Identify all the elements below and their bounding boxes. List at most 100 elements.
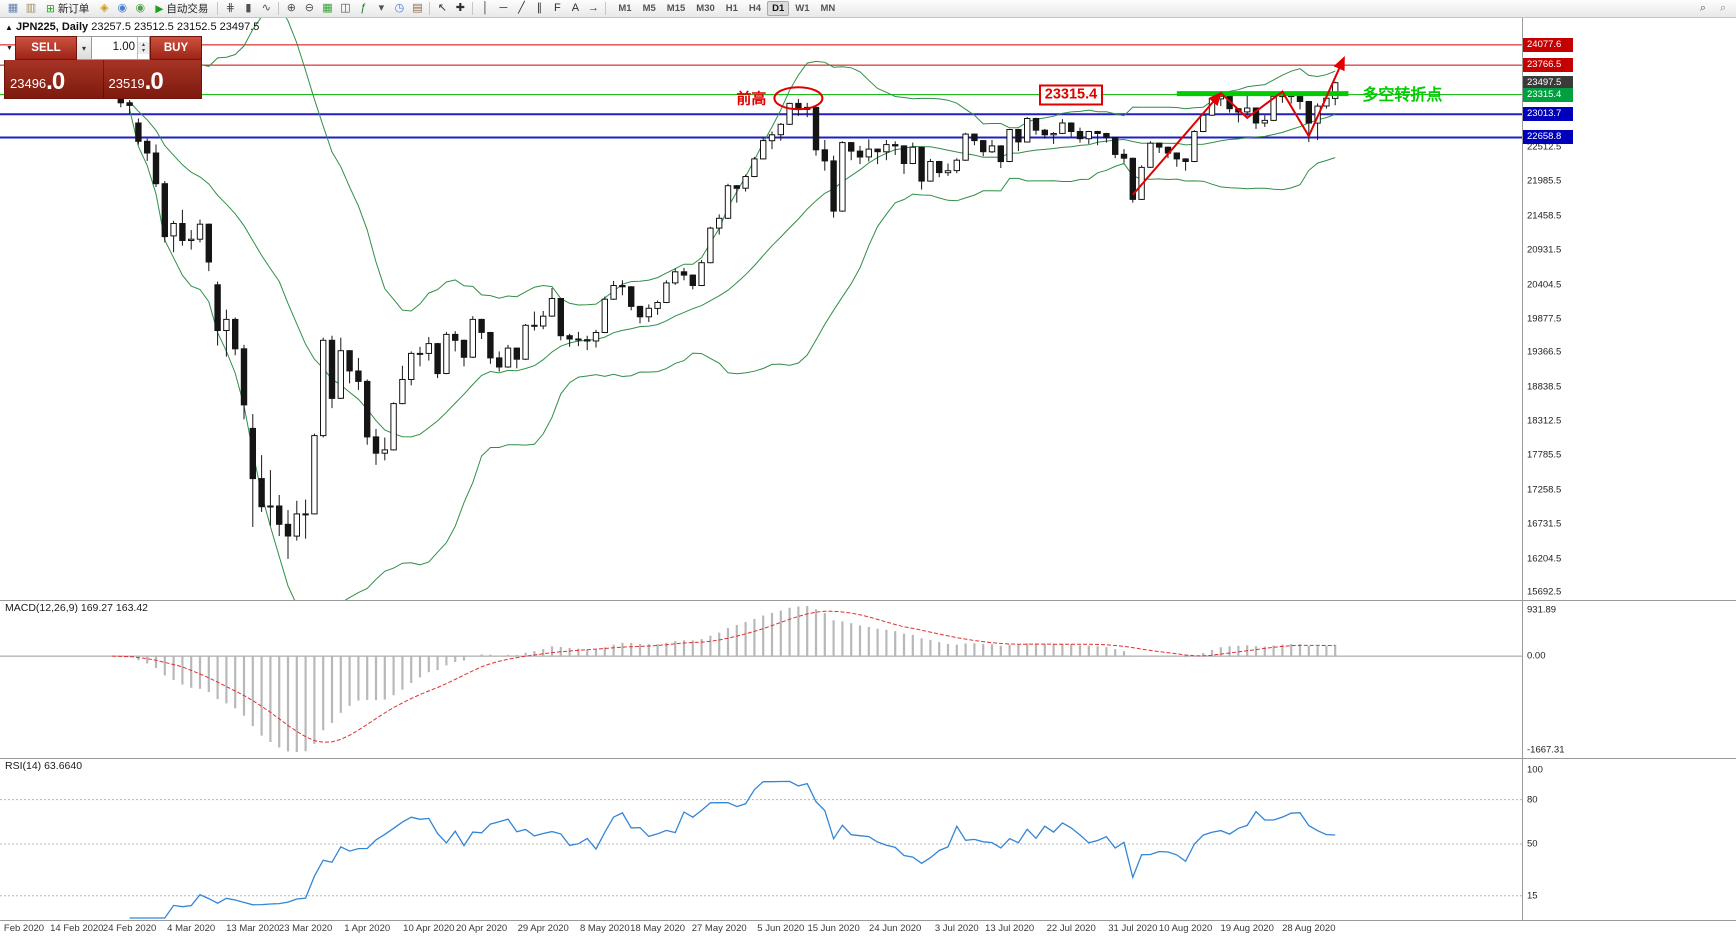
prev-high-label[interactable]: 前高	[736, 90, 767, 108]
chart-ohlc: 23257.5 23512.5 23152.5 23497.5	[91, 21, 260, 33]
channel-icon[interactable]: ∥	[530, 0, 548, 17]
search-icon-glyph: ⌕	[1699, 2, 1707, 14]
line-chart-icon[interactable]: ∿	[257, 0, 275, 17]
indicators-icon-glyph: ƒ	[360, 2, 367, 14]
timeframe-group: M1 M5 M15 M30 H1 H4 D1 W1 MN	[613, 1, 840, 16]
autotrading-button-label: 自动交易	[166, 3, 209, 15]
arrows-icon[interactable]: →	[584, 0, 602, 17]
cursor-icon[interactable]: ↖	[433, 0, 451, 17]
zoom-in-icon-glyph: ⊕	[286, 2, 296, 14]
fibonacci-icon-glyph: F	[554, 2, 561, 14]
one-click-menu-icon[interactable]: ▼	[6, 44, 13, 52]
order-type-dropdown-icon[interactable]: ▾	[77, 36, 92, 60]
autotrading-button[interactable]: ▶ 自动交易	[149, 0, 214, 17]
lot-size-input[interactable]: 1.00 ▴ ▾	[92, 36, 150, 60]
timeframe-m1[interactable]: M1	[618, 3, 632, 14]
grid-icon[interactable]: ▦	[318, 0, 336, 17]
lot-spinner: ▴ ▾	[137, 37, 149, 59]
horizontal-line-icon[interactable]: ─	[494, 0, 512, 17]
sell-price-main: 23496	[10, 76, 47, 91]
new-order-button[interactable]: ⊞ 新订单	[40, 0, 95, 17]
zoom-out-icon[interactable]: ⊖	[300, 0, 318, 17]
toolbar-separator	[217, 2, 219, 15]
sell-price[interactable]: 23496 .0	[5, 60, 103, 98]
fibonacci-icon[interactable]: F	[548, 0, 566, 17]
profiles-icon[interactable]: ▥	[22, 0, 40, 17]
navigator-icon[interactable]: ◉	[131, 0, 149, 17]
timeframe-m5[interactable]: M5	[642, 3, 656, 14]
vertical-line-icon-glyph: │	[481, 2, 489, 14]
timeframe-m30[interactable]: M30	[696, 3, 715, 14]
timeframe-mn[interactable]: MN	[820, 3, 836, 14]
periods-icon[interactable]: ◷	[390, 0, 408, 17]
line-chart-icon-glyph: ∿	[261, 2, 271, 14]
tile-windows-icon[interactable]: ◫	[336, 0, 354, 17]
quick-nav-icon-glyph: ⌕	[1719, 2, 1727, 14]
timeframe-h4[interactable]: H4	[748, 3, 762, 14]
indicators-dropdown-icon-glyph: ▾	[378, 2, 385, 14]
indicators-dropdown-icon[interactable]: ▾	[372, 0, 390, 17]
timeframe-m15[interactable]: M15	[666, 3, 686, 14]
horizontal-line-icon-glyph: ─	[499, 2, 508, 14]
lot-increase-icon[interactable]: ▴	[138, 42, 149, 48]
templates-icon-glyph: ▤	[412, 2, 423, 14]
timeframe-h1[interactable]: H1	[725, 3, 738, 14]
cursor-icon-glyph: ↖	[437, 2, 447, 14]
tile-windows-icon-glyph: ◫	[340, 2, 351, 14]
zoom-in-icon[interactable]: ⊕	[282, 0, 300, 17]
lot-decrease-icon[interactable]: ▾	[138, 48, 149, 54]
level-price-label[interactable]: 23315.4	[1038, 84, 1104, 106]
new-order-glyph: ⊞	[46, 2, 55, 15]
toolbar-separator	[472, 2, 474, 15]
profiles-icon-glyph: ▥	[25, 2, 37, 14]
buy-button[interactable]: BUY	[150, 36, 202, 60]
buy-price-main: 23519	[108, 76, 145, 91]
vertical-line-icon[interactable]: │	[476, 0, 494, 17]
new-chart-icon[interactable]: ▦	[4, 0, 22, 17]
quick-nav-icon[interactable]: ⌕	[1714, 0, 1732, 17]
periods-icon-glyph: ◷	[394, 2, 405, 14]
one-click-trading-panel: ▼ SELL ▾ 1.00 ▴ ▾ BUY 23496 .0 23519 .0	[4, 36, 202, 99]
templates-icon[interactable]: ▤	[408, 0, 426, 17]
zoom-out-icon-glyph: ⊖	[304, 2, 314, 14]
toolbar-separator	[429, 2, 431, 15]
timeframe-d1[interactable]: D1	[767, 1, 790, 16]
data-window-icon[interactable]: ◉	[113, 0, 131, 17]
grid-icon-glyph: ▦	[322, 2, 333, 14]
candles-chart-icon-glyph: ▮	[245, 2, 252, 14]
chart-collapse-icon[interactable]: ▲	[5, 23, 13, 32]
toolbar: ▦ ▥ ⊞ 新订单 ◈ ◉ ◉ ▶ 自动交易 ⋕ ▮ ∿ ⊕ ⊖ ▦ ◫ ƒ ▾ ◷ ▤ ↖ ✚ │ ─ ╱ ∥ F A → M1 M5 M1…	[0, 0, 1736, 18]
new-order-button-label: 新订单	[57, 3, 90, 15]
arrows-icon-glyph: →	[587, 2, 599, 14]
toolbar-separator	[605, 2, 607, 15]
lot-size-value[interactable]: 1.00	[112, 41, 135, 53]
crosshair-icon[interactable]: ✚	[451, 0, 469, 17]
market-watch-icon-glyph: ◈	[100, 2, 109, 14]
indicators-icon[interactable]: ƒ	[354, 0, 372, 17]
toolbar-right-group: ⌕ ⌕	[1694, 0, 1732, 17]
crosshair-icon-glyph: ✚	[455, 2, 465, 14]
autotrading-glyph: ▶	[155, 2, 164, 15]
sell-button[interactable]: SELL	[15, 36, 77, 60]
sell-price-pips: .0	[46, 68, 65, 95]
buy-price[interactable]: 23519 .0	[102, 60, 202, 98]
buy-price-pips: .0	[144, 68, 164, 95]
trendline-icon[interactable]: ╱	[512, 0, 530, 17]
chart-title: ▲ JPN225, Daily 23257.5 23512.5 23152.5 …	[5, 21, 259, 33]
market-watch-icon[interactable]: ◈	[95, 0, 113, 17]
candles-chart-icon[interactable]: ▮	[239, 0, 257, 17]
toolbar-separator	[278, 2, 280, 15]
new-chart-icon-glyph: ▦	[7, 2, 19, 14]
channel-icon-glyph: ∥	[536, 2, 543, 14]
timeframe-w1[interactable]: W1	[795, 3, 810, 14]
text-icon[interactable]: A	[566, 0, 584, 17]
search-icon[interactable]: ⌕	[1694, 0, 1712, 17]
text-icon-glyph: A	[571, 2, 580, 14]
data-window-icon-glyph: ◉	[117, 2, 128, 14]
bars-chart-icon[interactable]: ⋕	[221, 0, 239, 17]
bars-chart-icon-glyph: ⋕	[225, 2, 235, 14]
chart-symbol: JPN225, Daily	[15, 21, 89, 33]
turning-point-label[interactable]: 多空转折点	[1362, 86, 1443, 104]
